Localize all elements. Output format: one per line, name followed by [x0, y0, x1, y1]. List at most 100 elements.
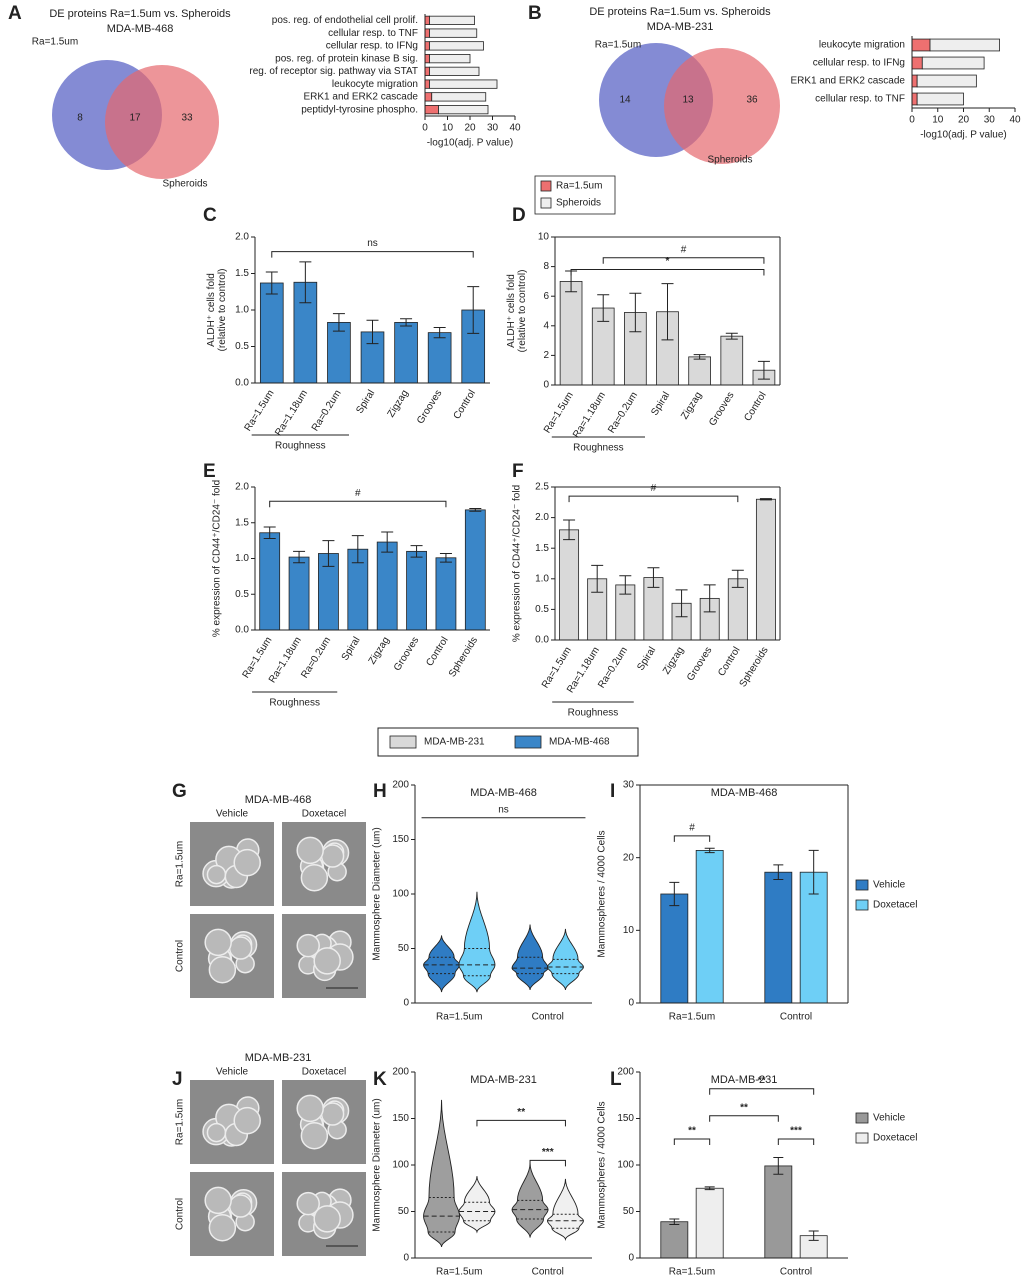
- y-tick-label: 150: [617, 1113, 634, 1124]
- bar: [559, 529, 580, 641]
- x-tick-label: 10: [442, 123, 454, 134]
- bar: [394, 322, 418, 384]
- bar-segment: [911, 92, 918, 106]
- cell: [208, 1213, 237, 1242]
- error-bar: [433, 327, 446, 339]
- cell: [204, 1186, 232, 1215]
- significance-bracket: [476, 1119, 566, 1127]
- bar-segment: [921, 56, 985, 70]
- y-tick-label: 2.0: [235, 232, 249, 243]
- venn-count: 13: [682, 95, 694, 106]
- chart-title: MDA-MB-231: [711, 1074, 778, 1086]
- x-tick-label: Control: [716, 645, 742, 678]
- bar-segment: [429, 41, 484, 51]
- category-label: cellular resp. to IFNg: [326, 41, 418, 52]
- y-tick-label: 0.0: [535, 635, 549, 646]
- x-tick-label: Ra=1.5um: [243, 388, 277, 433]
- legend-label: MDA-MB-468: [549, 737, 610, 748]
- error-bar: [332, 313, 345, 332]
- cell: [228, 936, 253, 960]
- y-tick-label: 2.0: [535, 512, 549, 523]
- category-label: ERK1 and ERK2 cascade: [790, 76, 905, 87]
- x-tick-label: Ra=1.5um: [542, 390, 576, 435]
- x-tick-label: Ra=0.2um: [299, 635, 333, 680]
- cell: [313, 1205, 341, 1233]
- cell: [296, 836, 324, 865]
- cell: [296, 1191, 320, 1216]
- significance-label: ns: [498, 804, 509, 815]
- bar-segment: [429, 15, 475, 25]
- x-tick-label: 10: [932, 115, 944, 126]
- legend-swatch: [855, 899, 869, 911]
- error-bar: [773, 864, 784, 880]
- bar: [559, 280, 583, 386]
- x-tick-label: Control: [452, 388, 478, 421]
- y-tick-label: 0.5: [535, 604, 549, 615]
- cell: [300, 863, 329, 892]
- venn-title: DE proteins Ra=1.5um vs. Spheroids: [589, 6, 771, 18]
- bar-segment: [429, 28, 478, 38]
- error-bar: [808, 1230, 819, 1241]
- y-tick-label: 20: [623, 852, 635, 863]
- y-tick-label: 10: [623, 925, 635, 936]
- category-label: pos. reg. of protein kinase B sig.: [275, 53, 418, 64]
- bar-segment: [438, 105, 489, 115]
- column-label: Vehicle: [216, 1067, 249, 1078]
- y-axis-label: ALDH⁺ cells fold: [206, 273, 217, 347]
- y-tick-label: 2.0: [235, 482, 249, 493]
- x-tick-label: Spiral: [635, 645, 658, 673]
- error-bar: [759, 498, 772, 501]
- cell: [300, 1121, 329, 1150]
- panel-letter: C: [203, 205, 217, 226]
- bar-segment: [429, 79, 498, 89]
- panel-letter: J: [172, 1069, 183, 1090]
- group-label: Roughness: [568, 708, 619, 719]
- legend-swatch: [855, 879, 869, 891]
- bar-segment: [916, 74, 977, 88]
- bar-segment: [916, 92, 964, 106]
- legend-label: Vehicle: [873, 880, 906, 891]
- column-label: Doxetacel: [302, 809, 346, 820]
- x-tick-label: 30: [487, 123, 499, 134]
- y-tick-label: 4: [543, 320, 549, 331]
- y-tick-label: 1.0: [535, 573, 549, 584]
- venn-count: 8: [77, 113, 83, 124]
- bar-segment: [424, 54, 430, 64]
- bar-segment: [429, 66, 480, 76]
- x-tick-label: Zigzag: [679, 390, 704, 421]
- bar-segment: [424, 66, 430, 76]
- y-tick-label: 1.5: [235, 517, 249, 528]
- set-label: Ra=1.5um: [32, 37, 78, 48]
- legend-swatch: [514, 735, 542, 749]
- set-label: Spheroids: [162, 179, 207, 190]
- bar-segment: [911, 74, 918, 88]
- x-tick-label: Control: [532, 1012, 564, 1023]
- y-tick-label: 1.5: [235, 268, 249, 279]
- set-label: Ra=1.5um: [595, 40, 641, 51]
- y-axis-label: Mammospheres / 4000 Cells: [597, 830, 608, 957]
- x-axis-label: -log10(adj. P value): [427, 138, 514, 149]
- category-label: cellular resp. to IFNg: [813, 58, 905, 69]
- error-bar: [293, 550, 306, 564]
- venn-count: 14: [619, 95, 631, 106]
- significance-label: **: [688, 1126, 696, 1137]
- cell: [204, 928, 232, 957]
- x-tick-label: Zigzag: [367, 635, 392, 666]
- category-label: reg. of receptor sig. pathway via STAT: [249, 66, 418, 77]
- y-axis-label: Mammospheres / 4000 Cells: [597, 1101, 608, 1228]
- image-title: MDA-MB-468: [245, 794, 312, 806]
- cell: [313, 947, 341, 975]
- bar: [259, 282, 284, 384]
- error-bar: [669, 1218, 680, 1226]
- y-axis-label: Mammosphere Diameter (um): [372, 1098, 383, 1231]
- row-label: Control: [175, 1198, 186, 1230]
- error-bar: [381, 531, 394, 553]
- error-bar: [619, 575, 632, 595]
- x-tick-label: 40: [509, 123, 521, 134]
- legend-swatch: [540, 180, 552, 192]
- bar: [727, 578, 748, 641]
- y-axis-label: % expression of CD44⁺/CD24⁻ fold: [512, 485, 523, 642]
- error-bar: [410, 545, 423, 558]
- y-tick-label: 2: [543, 350, 549, 361]
- bar: [688, 356, 711, 386]
